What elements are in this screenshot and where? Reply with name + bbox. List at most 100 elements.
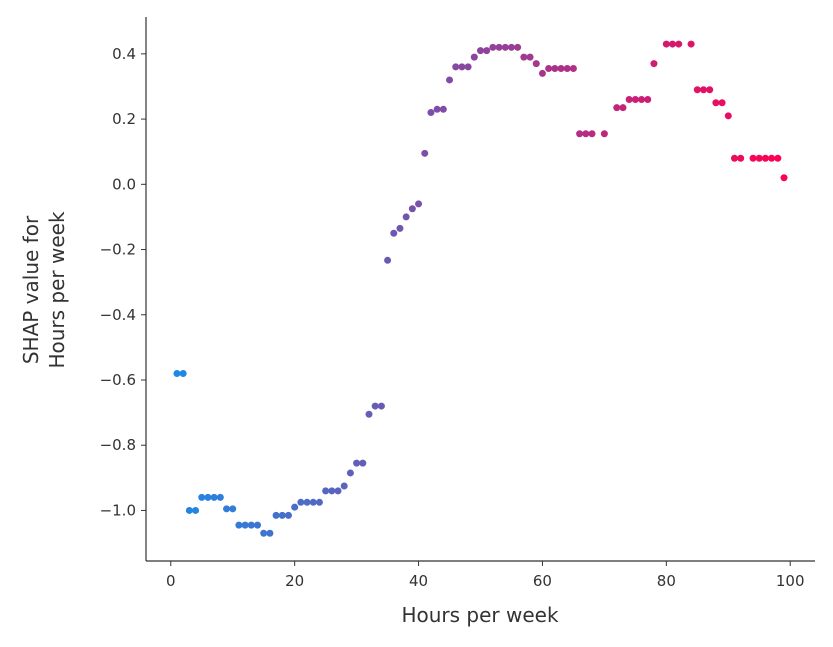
point bbox=[247, 521, 255, 529]
point bbox=[774, 154, 782, 162]
point bbox=[638, 96, 646, 104]
point bbox=[780, 174, 788, 182]
point bbox=[619, 104, 627, 112]
x-tick-label: 100 bbox=[776, 572, 805, 590]
point bbox=[433, 105, 441, 113]
point bbox=[588, 130, 596, 138]
point bbox=[755, 154, 763, 162]
point bbox=[384, 256, 392, 264]
point bbox=[254, 521, 261, 529]
point bbox=[761, 154, 769, 162]
point bbox=[452, 63, 460, 71]
point bbox=[297, 498, 305, 506]
point bbox=[470, 53, 478, 61]
y-tick-label: 0.0 bbox=[112, 175, 136, 193]
point bbox=[749, 154, 757, 162]
point bbox=[260, 529, 268, 537]
point bbox=[501, 43, 509, 51]
point bbox=[458, 63, 466, 71]
point bbox=[538, 69, 546, 77]
point bbox=[204, 493, 212, 501]
point bbox=[520, 53, 528, 61]
point bbox=[235, 521, 243, 529]
x-axis-label: Hours per week bbox=[401, 603, 558, 627]
y-tick-label: −0.4 bbox=[100, 306, 136, 324]
point bbox=[241, 521, 249, 529]
point bbox=[669, 40, 677, 48]
x-tick-label: 20 bbox=[285, 572, 304, 590]
point bbox=[569, 65, 577, 73]
point bbox=[563, 65, 571, 73]
point bbox=[768, 154, 776, 162]
point bbox=[402, 213, 410, 221]
point bbox=[328, 487, 336, 495]
point bbox=[315, 498, 323, 506]
point bbox=[489, 43, 497, 51]
point bbox=[582, 130, 590, 138]
point bbox=[322, 487, 330, 495]
point bbox=[483, 47, 491, 55]
point bbox=[266, 529, 274, 537]
point bbox=[377, 402, 385, 410]
point bbox=[439, 105, 447, 113]
point bbox=[526, 53, 534, 61]
y-axis-label: Hours per week bbox=[45, 211, 69, 368]
point bbox=[309, 498, 317, 506]
x-tick-label: 60 bbox=[533, 572, 552, 590]
point bbox=[415, 200, 423, 208]
point bbox=[532, 60, 540, 68]
point bbox=[551, 65, 559, 73]
point bbox=[396, 224, 404, 232]
point bbox=[446, 76, 454, 84]
point bbox=[229, 505, 237, 513]
point bbox=[390, 229, 398, 237]
point bbox=[359, 459, 367, 467]
x-tick-label: 40 bbox=[409, 572, 428, 590]
point bbox=[495, 43, 503, 51]
point bbox=[365, 410, 373, 418]
point bbox=[650, 60, 658, 68]
point bbox=[210, 493, 218, 501]
y-tick-label: −0.6 bbox=[100, 371, 136, 389]
point bbox=[706, 86, 714, 94]
y-tick-label: −1.0 bbox=[100, 501, 136, 519]
x-tick-label: 0 bbox=[166, 572, 176, 590]
point bbox=[408, 205, 416, 213]
point bbox=[613, 104, 621, 112]
point bbox=[346, 469, 354, 477]
point bbox=[192, 506, 200, 514]
point bbox=[223, 505, 231, 513]
point bbox=[644, 96, 652, 104]
point bbox=[700, 86, 707, 94]
point bbox=[507, 43, 515, 51]
point bbox=[284, 511, 292, 519]
point bbox=[545, 65, 553, 73]
point bbox=[737, 154, 745, 162]
point bbox=[557, 65, 565, 73]
point bbox=[718, 99, 726, 107]
point bbox=[334, 487, 342, 495]
y-tick-label: −0.8 bbox=[100, 436, 136, 454]
point bbox=[272, 511, 280, 519]
point bbox=[724, 112, 732, 120]
point bbox=[730, 154, 738, 162]
point bbox=[353, 459, 361, 467]
point bbox=[514, 43, 522, 51]
point bbox=[371, 402, 379, 410]
point bbox=[421, 149, 429, 157]
point bbox=[693, 86, 701, 94]
point bbox=[278, 511, 286, 519]
point bbox=[662, 40, 670, 48]
point bbox=[173, 369, 181, 377]
y-tick-label: 0.4 bbox=[112, 45, 136, 63]
point bbox=[291, 503, 299, 511]
y-axis-label: SHAP value for bbox=[19, 215, 43, 364]
point bbox=[477, 47, 484, 55]
point bbox=[427, 109, 435, 117]
point bbox=[198, 493, 206, 501]
point bbox=[179, 369, 187, 377]
point bbox=[303, 498, 311, 506]
point bbox=[576, 130, 584, 138]
point bbox=[687, 40, 695, 48]
